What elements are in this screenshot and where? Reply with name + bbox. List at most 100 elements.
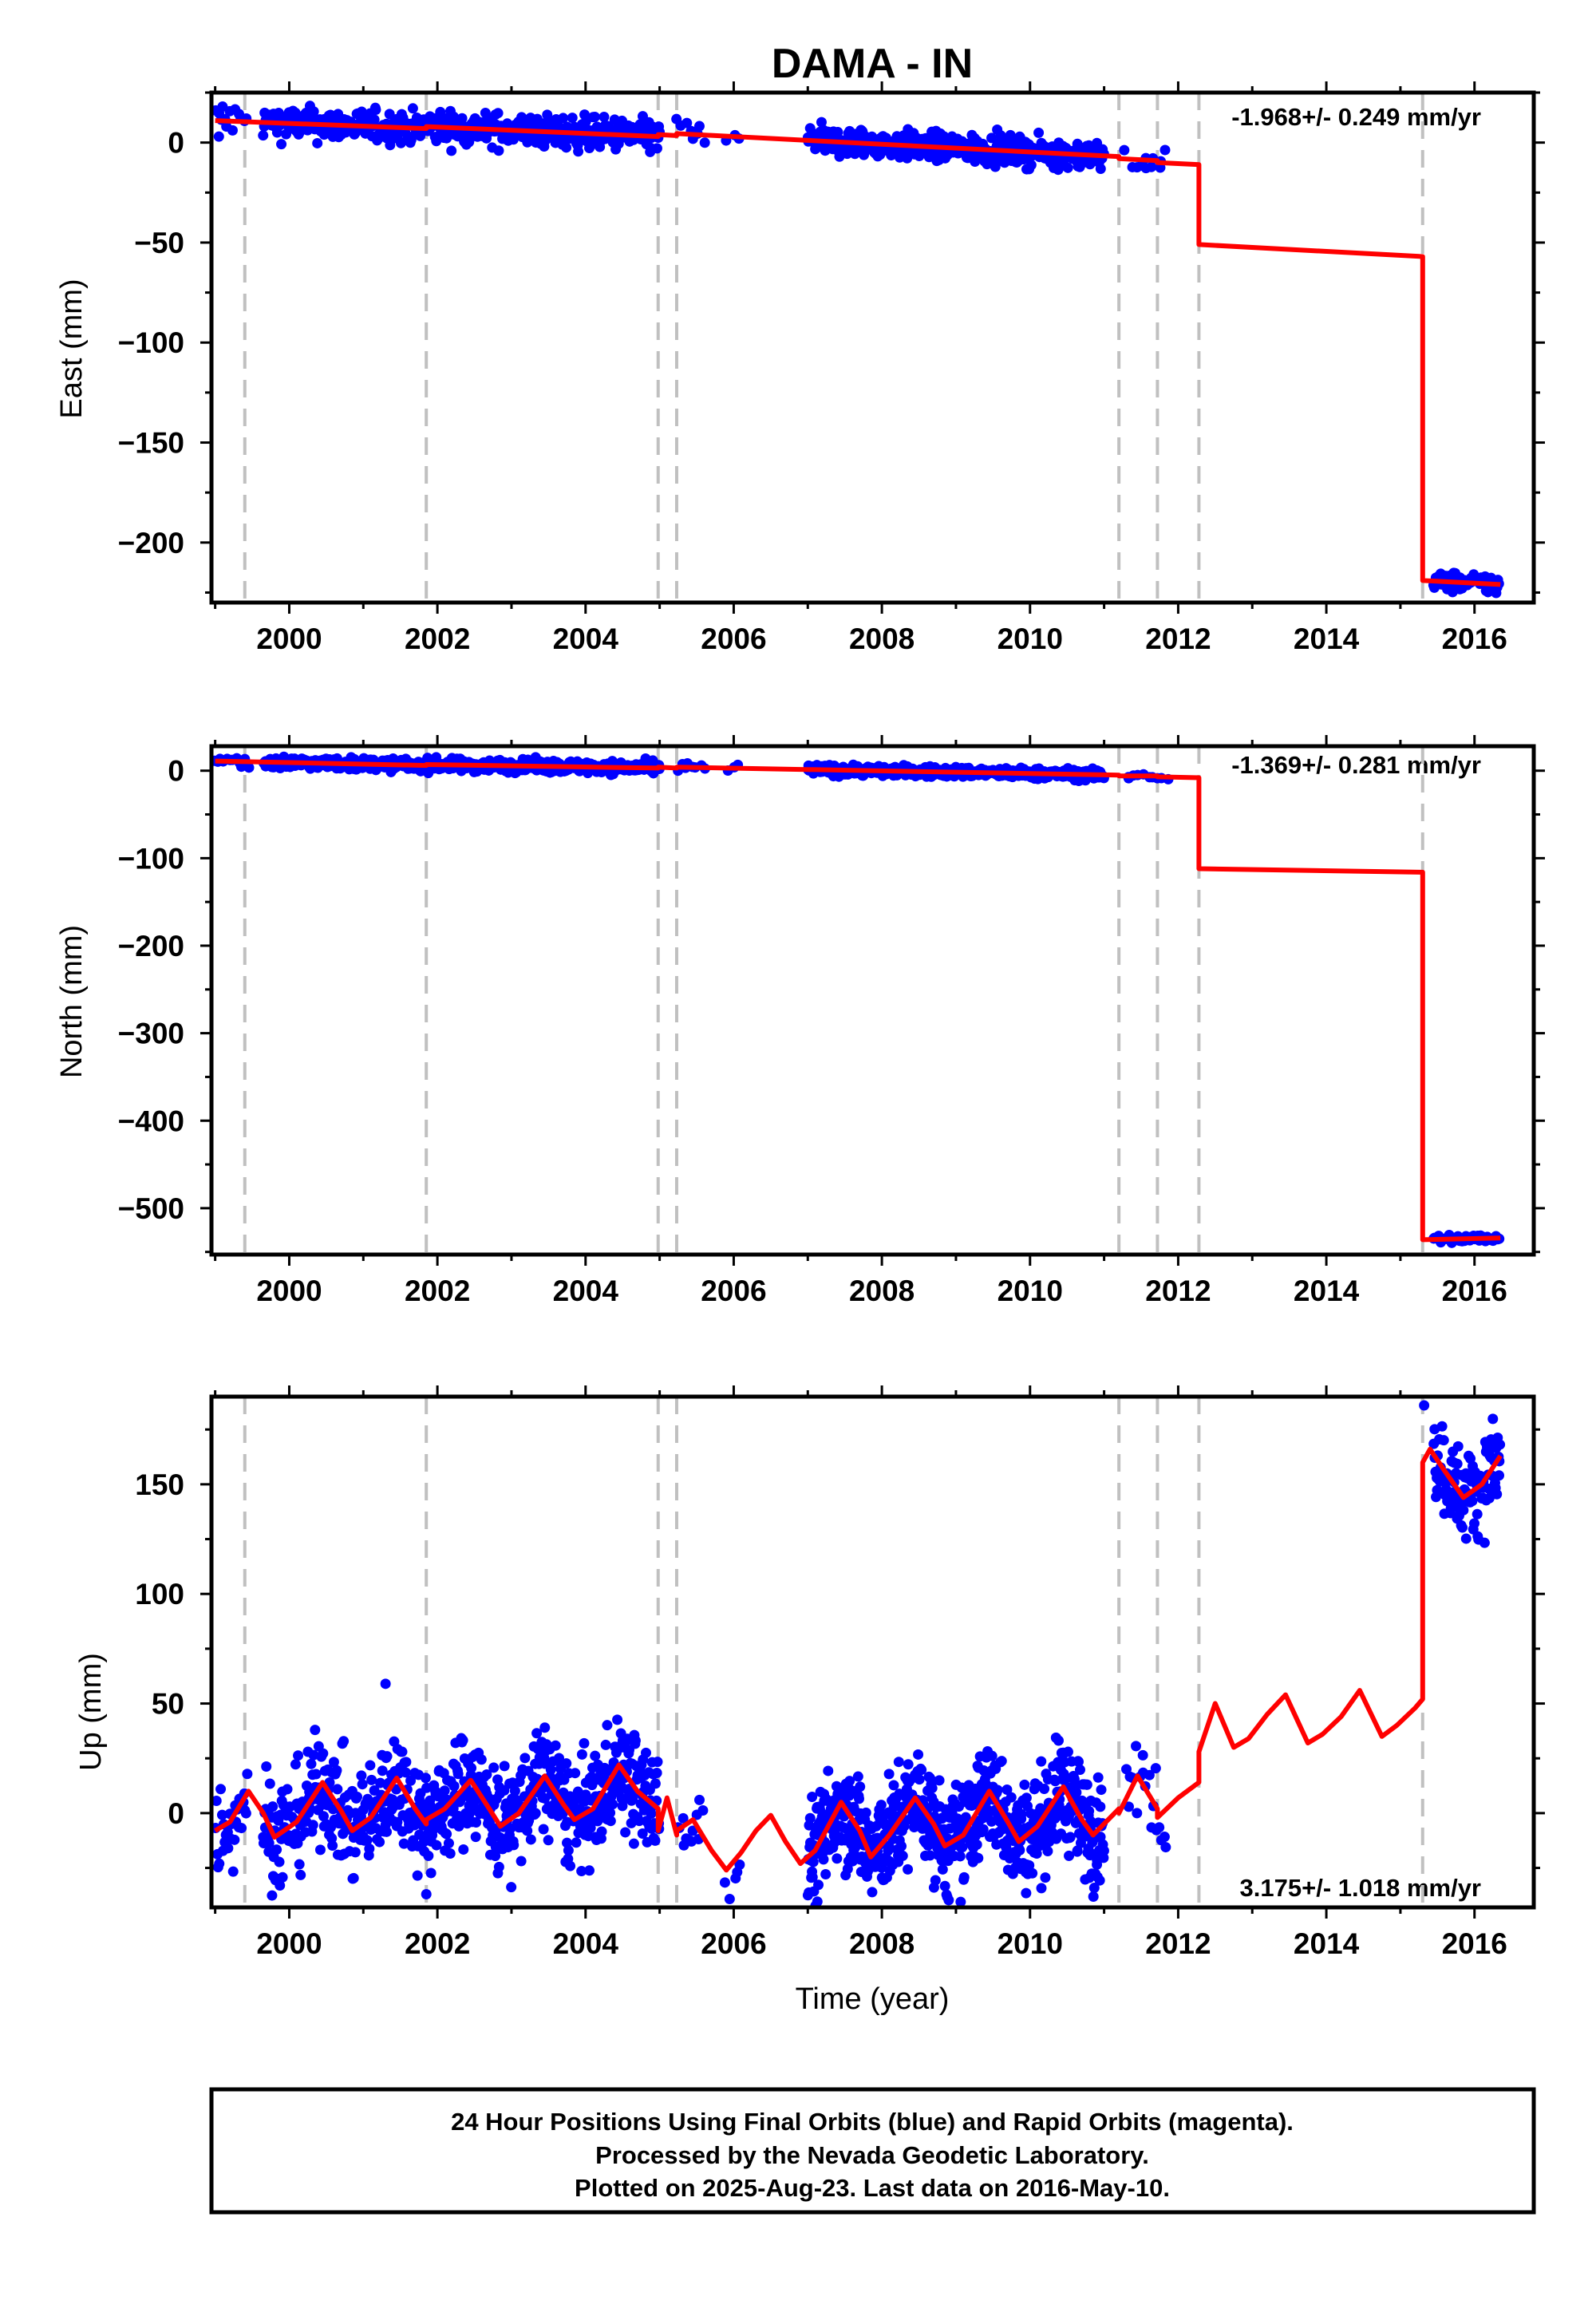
data-point (602, 1720, 613, 1731)
data-point (922, 1840, 934, 1851)
data-point (1027, 1867, 1038, 1879)
data-point (1065, 1832, 1076, 1843)
data-point (401, 1757, 412, 1768)
data-point (598, 111, 610, 122)
north-rate-label: -1.369+/- 0.281 mm/yr (1231, 751, 1481, 779)
data-point (488, 1762, 500, 1773)
data-point (509, 1785, 520, 1796)
data-point (640, 1747, 651, 1758)
data-point (699, 137, 710, 148)
up-rate-label: 3.175+/- 1.018 mm/yr (1240, 1874, 1481, 1902)
data-point (377, 1765, 388, 1777)
data-point (996, 1756, 1007, 1767)
data-point (823, 1765, 834, 1777)
data-point (1144, 1769, 1155, 1780)
data-point (930, 1875, 941, 1886)
data-point (596, 1826, 607, 1837)
x-tick-label: 2002 (405, 1275, 470, 1307)
data-point (332, 1784, 343, 1795)
data-point (681, 117, 693, 128)
data-point (896, 1840, 907, 1852)
data-point (364, 1844, 375, 1855)
data-point (576, 1749, 587, 1760)
data-point (875, 1800, 887, 1811)
data-point (240, 1808, 251, 1819)
data-point (630, 1735, 641, 1746)
data-point (1159, 1832, 1170, 1843)
data-point (381, 1826, 392, 1837)
footer-line-1: 24 Hour Positions Using Final Orbits (bl… (451, 2108, 1294, 2136)
data-point (1053, 1735, 1065, 1746)
data-point (820, 1868, 832, 1879)
outlier-point (421, 1889, 432, 1900)
data-point (441, 1828, 452, 1840)
data-point (888, 1780, 899, 1791)
data-point (1137, 1749, 1148, 1761)
data-point (1457, 1522, 1468, 1533)
data-point (934, 1775, 945, 1786)
x-tick-label: 2014 (1294, 622, 1360, 655)
x-tick-label: 2012 (1145, 622, 1211, 655)
data-point (954, 1851, 966, 1862)
data-point (678, 1812, 689, 1824)
data-point (267, 1801, 279, 1812)
data-point (439, 1785, 450, 1796)
data-point (957, 1842, 968, 1853)
data-point (605, 1816, 616, 1827)
data-point (1469, 1518, 1480, 1529)
data-point (1039, 1783, 1050, 1794)
data-point (242, 1769, 253, 1780)
x-tick-label: 2006 (701, 622, 766, 655)
data-point (370, 105, 381, 116)
east-panel: East (mm) -1.968+/- 0.249 mm/yr 2000 2002… (55, 81, 1545, 655)
data-point (579, 1737, 590, 1749)
data-point (651, 143, 662, 154)
y-tick-label: −50 (134, 227, 184, 259)
y-tick-label: 0 (168, 1797, 184, 1830)
data-point (818, 1854, 829, 1865)
x-tick-label: 2012 (1145, 1927, 1211, 1960)
data-point (1071, 1787, 1082, 1798)
data-point (813, 1879, 824, 1891)
data-point (832, 1853, 843, 1864)
x-tick-label: 2016 (1442, 1275, 1507, 1307)
data-point (229, 1834, 240, 1845)
up-data-points (211, 1400, 1506, 1907)
x-tick-label: 2000 (256, 622, 322, 655)
data-point (1438, 1435, 1449, 1446)
data-point (584, 1865, 595, 1876)
data-point (804, 1812, 816, 1824)
data-point (1494, 1470, 1505, 1481)
data-point (271, 1844, 282, 1856)
data-point (650, 1778, 661, 1789)
data-point (1036, 1756, 1047, 1767)
data-point (545, 1764, 556, 1775)
data-point (499, 1761, 510, 1772)
data-point (357, 1779, 368, 1790)
data-point (734, 1860, 745, 1871)
data-point (506, 1882, 517, 1893)
up-axis-label: Up (mm) (74, 1653, 108, 1771)
data-point (543, 1835, 554, 1846)
data-point (652, 1757, 663, 1768)
data-point (356, 1770, 367, 1781)
footer-line-3: Plotted on 2025-Aug-23. Last data on 201… (575, 2174, 1170, 2202)
data-point (275, 1880, 286, 1891)
data-point (1088, 1891, 1099, 1903)
data-point (1132, 1808, 1143, 1819)
data-point (448, 1780, 460, 1792)
data-point (348, 1872, 359, 1883)
data-point (318, 1811, 329, 1822)
data-point (216, 1809, 227, 1820)
data-point (903, 1863, 914, 1875)
data-point (585, 1822, 596, 1833)
x-tick-label: 2006 (701, 1275, 766, 1307)
data-point (374, 1836, 385, 1848)
data-point (392, 1816, 403, 1828)
data-point (883, 1769, 895, 1780)
data-point (1487, 1413, 1499, 1425)
east-rate-label: -1.968+/- 0.249 mm/yr (1231, 103, 1481, 131)
north-data-points (211, 751, 1505, 1248)
data-point (369, 114, 380, 125)
data-point (493, 145, 504, 156)
